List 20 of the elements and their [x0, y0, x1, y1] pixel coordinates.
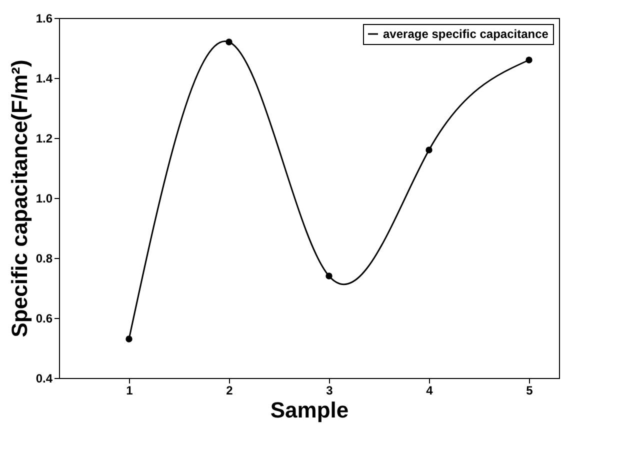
y-tick-label: 1.0: [36, 192, 53, 206]
y-tick-label: 1.2: [36, 132, 53, 146]
x-tick-label: 4: [426, 384, 434, 398]
y-tick-label: 1.4: [36, 72, 53, 86]
y-tick-label: 0.6: [36, 312, 53, 326]
x-tick-label: 5: [526, 384, 534, 398]
x-axis-title: Sample: [270, 398, 349, 422]
y-tick-label: 0.4: [36, 372, 53, 386]
point: [426, 146, 432, 154]
x-tick-label: 1: [126, 384, 134, 398]
y-axis-title: Specific capacitance(F/m²): [6, 60, 32, 338]
y-tick-label: 1.6: [36, 12, 53, 26]
point: [126, 336, 132, 342]
x-tick-label: 3: [326, 384, 334, 398]
point: [526, 56, 532, 64]
point: [326, 272, 332, 280]
x-tick-label: 2: [226, 384, 234, 398]
y-tick-label: 0.8: [36, 252, 53, 266]
point: [226, 38, 232, 46]
legend-label: average specific capacitance: [383, 27, 549, 41]
